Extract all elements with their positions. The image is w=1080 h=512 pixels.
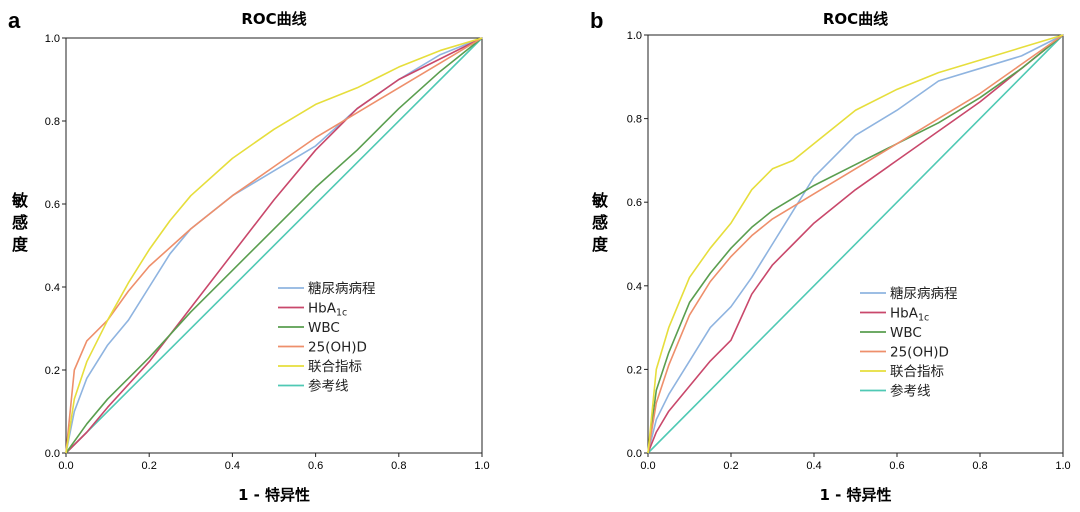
x-tick-label: 1.0 — [474, 460, 489, 472]
series-line-4 — [647, 34, 1064, 454]
chart-panel-a: a ROC曲线 0.0 0.2 0.4 0.6 0.8 1.0 0.0 0.2 0.4 0.6 0.8 1… — [8, 8, 490, 504]
series-line-5 — [65, 37, 483, 454]
x-tick-label: 0.6 — [889, 460, 904, 472]
x-tick-label: 0.8 — [972, 460, 987, 472]
legend-entry: 糖尿病病程 — [890, 286, 958, 302]
y-tick-label: 0.0 — [627, 448, 642, 460]
legend-entry: WBC — [890, 325, 922, 341]
x-tick-label: 0.2 — [723, 460, 738, 472]
series-line-1 — [65, 37, 483, 454]
legend-entry: 25(OH)D — [308, 340, 367, 356]
series-line-2 — [647, 34, 1064, 454]
x-axis-label: 1 - 特异性 — [819, 486, 891, 504]
y-tick-label: 0.2 — [45, 365, 60, 377]
legend-entry: HbA1c — [890, 306, 929, 324]
legend-entry: 25(OH)D — [890, 345, 949, 361]
y-tick-label: 1.0 — [45, 33, 60, 45]
y-tick-label: 0.6 — [627, 197, 642, 209]
chart-panel-b: b ROC曲线 0.0 0.2 0.4 0.6 0.8 1.0 0.0 0.2 0.4 0.6 0.8 1… — [590, 8, 1071, 504]
series-line-5 — [647, 34, 1064, 454]
series-line-3 — [647, 34, 1064, 454]
y-tick-label: 1.0 — [627, 30, 642, 42]
y-axis-label: 敏感度 — [591, 191, 609, 254]
series-line-1 — [647, 34, 1064, 454]
series-line-4 — [65, 37, 483, 454]
x-tick-label: 0.4 — [806, 460, 821, 472]
x-tick-label: 0.8 — [391, 460, 406, 472]
panel-letter: a — [8, 8, 21, 33]
legend-entry: 联合指标 — [308, 359, 362, 375]
y-tick-label: 0.8 — [627, 114, 642, 126]
legend-entry: HbA1c — [308, 301, 347, 319]
x-tick-label: 0.4 — [225, 460, 240, 472]
y-tick-label: 0.2 — [627, 364, 642, 376]
y-tick-label: 0.6 — [45, 199, 60, 211]
legend-entry: 糖尿病病程 — [308, 281, 376, 297]
series-line-0 — [647, 34, 1064, 454]
legend-entry: 参考线 — [890, 383, 931, 400]
legend-entry: 联合指标 — [890, 364, 944, 380]
x-tick-label: 0.0 — [58, 460, 73, 472]
y-tick-label: 0.4 — [627, 281, 642, 293]
y-tick-label: 0.0 — [45, 448, 60, 460]
series-line-2 — [65, 37, 483, 454]
series-line-3 — [65, 37, 483, 454]
y-tick-label: 0.8 — [45, 116, 60, 128]
x-tick-label: 0.6 — [308, 460, 323, 472]
legend-entry: 参考线 — [308, 378, 349, 395]
plot-frame — [647, 34, 1064, 454]
y-tick-label: 0.4 — [45, 282, 60, 294]
chart-title: ROC曲线 — [241, 10, 306, 28]
legend-entry: WBC — [308, 320, 340, 336]
x-tick-label: 0.0 — [640, 460, 655, 472]
chart-title: ROC曲线 — [823, 10, 888, 28]
x-tick-label: 1.0 — [1055, 460, 1070, 472]
x-axis-label: 1 - 特异性 — [238, 486, 310, 504]
y-axis-label: 敏感度 — [11, 191, 29, 254]
panel-letter: b — [590, 8, 603, 33]
plot-frame — [65, 37, 483, 454]
x-tick-label: 0.2 — [142, 460, 157, 472]
